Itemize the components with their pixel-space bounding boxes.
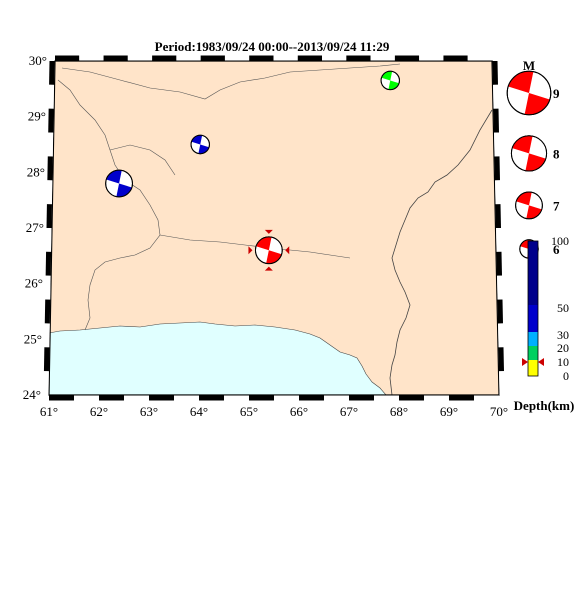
map-frame <box>43 55 505 401</box>
highlight-arrow <box>264 266 273 271</box>
lon-tick-label: 69° <box>440 404 458 419</box>
beachball-lobe <box>525 153 546 171</box>
frame-bar <box>495 180 501 205</box>
frame-bar <box>497 275 503 300</box>
frame-bar <box>493 84 499 109</box>
legend-heading: M <box>523 58 535 73</box>
sea-area <box>48 321 387 396</box>
lon-tick-label: 67° <box>340 404 358 419</box>
lat-tick-label: 26° <box>25 276 43 291</box>
legend-mag-label: 8 <box>553 146 560 161</box>
beachball-lobe <box>116 183 132 197</box>
beachball-lobe <box>256 236 272 251</box>
map-title: Period:1983/09/24 00:00--2013/09/24 11:2… <box>155 39 390 54</box>
lat-tick-label: 25° <box>24 331 42 346</box>
map-border <box>48 60 500 396</box>
magnitude-legend: M 9 8 7 6 <box>506 58 560 259</box>
lon-tick-label: 68° <box>390 404 408 419</box>
frame-bar <box>496 251 502 276</box>
depth-tick-label: 100 <box>551 234 569 248</box>
lon-tick-label: 64° <box>190 404 208 419</box>
frame-bar <box>497 299 503 324</box>
lon-tick-label: 70° <box>490 404 508 419</box>
beachball-lobe <box>106 170 122 184</box>
beachball-lobe <box>516 192 532 206</box>
highlight-arrow <box>248 246 253 255</box>
frame-bar <box>496 227 502 252</box>
event-layer <box>105 70 400 271</box>
depth-scale-segment <box>528 305 538 332</box>
frame-bar <box>493 108 499 133</box>
depth-tick-label: 20 <box>557 341 569 355</box>
beachball-lobe <box>512 135 533 154</box>
depth-scale-segment <box>528 241 538 305</box>
frame-bar <box>494 156 500 181</box>
frame-bar <box>498 347 504 372</box>
event-beachball <box>380 70 400 91</box>
legend-mag-label: 6 <box>553 242 560 257</box>
depth-marker <box>522 358 528 366</box>
depth-marker <box>538 358 544 366</box>
lat-tick-label: 29° <box>28 109 46 124</box>
beachball-lobe <box>526 205 542 219</box>
depth-scale-label: Depth(km) <box>514 398 575 413</box>
lat-tick-label: 24° <box>23 387 41 402</box>
lat-tick-label: 30° <box>29 53 47 68</box>
lat-tick-label: 27° <box>26 220 44 235</box>
lon-tick-label: 66° <box>290 404 308 419</box>
river-border <box>389 109 493 396</box>
depth-tick-label: 50 <box>557 301 569 315</box>
beachball-lobe <box>198 144 209 154</box>
event-beachball <box>190 134 210 155</box>
lon-tick-label: 63° <box>140 404 158 419</box>
depth-tick-label: 0 <box>563 369 569 383</box>
depth-tick-label: 10 <box>557 355 569 369</box>
depth-scale-segment <box>528 346 538 360</box>
lon-tick-label: 62° <box>90 404 108 419</box>
highlight-arrow <box>264 229 273 234</box>
beachball-lobe <box>388 80 400 90</box>
lat-tick-label: 28° <box>27 164 45 179</box>
legend-beachball <box>510 135 548 172</box>
beachball-lobe <box>266 250 282 264</box>
frame-bar <box>494 132 500 157</box>
frame-bar <box>495 204 501 229</box>
lon-tick-label: 61° <box>40 404 58 419</box>
legend-beachball <box>506 70 552 116</box>
depth-scale-segment <box>528 332 538 346</box>
beachball-lobe <box>524 93 550 115</box>
beachball-lobe <box>381 71 393 81</box>
lon-tick-label: 65° <box>240 404 258 419</box>
frame-tick-bars <box>43 55 505 401</box>
frame-bar <box>492 60 498 85</box>
beachball-lobe <box>191 135 203 145</box>
depth-scale-segment <box>528 360 538 376</box>
legend-mag-label: 7 <box>553 198 560 213</box>
depth-scale-frame <box>527 240 539 377</box>
frame-bar <box>499 371 505 396</box>
event-beachball <box>105 169 133 198</box>
legend-beachball <box>515 191 543 220</box>
land-area <box>49 61 499 395</box>
event-beachball <box>254 236 283 265</box>
beachball-lobe <box>508 71 534 93</box>
legend-mag-label: 9 <box>553 86 560 101</box>
depth-tick-label: 30 <box>557 328 569 342</box>
frame-bar <box>498 323 504 348</box>
axis-labels: 61° 62° 63° 64° 65° 66° 67° 68° 69° 70° 24° 25° 26° 2… <box>23 53 508 419</box>
highlight-arrow <box>285 246 290 255</box>
